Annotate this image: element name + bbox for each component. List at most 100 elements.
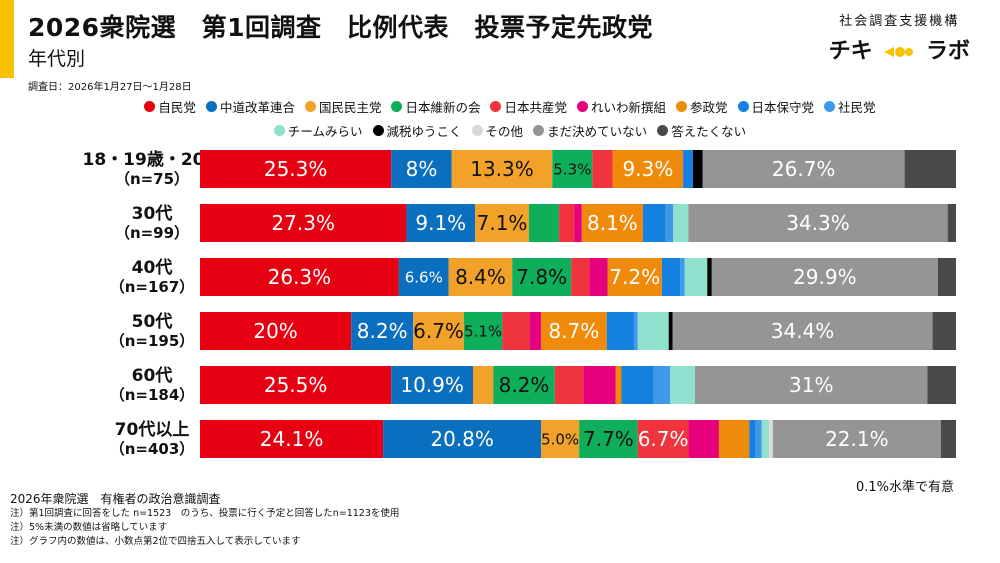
bar-segment xyxy=(529,312,541,350)
bar-segment xyxy=(633,312,638,350)
bar-segment xyxy=(589,258,608,296)
note-line: 注）第1回調査に回答をした n=1523 のうち、投票に行く予定と回答したn=1… xyxy=(10,508,400,519)
bar-segment xyxy=(463,312,503,350)
bar-segment xyxy=(673,204,689,242)
data-label: 34.4% xyxy=(771,319,835,343)
bar-segment xyxy=(621,366,654,404)
legend-swatch xyxy=(676,101,688,112)
data-label: 5.0% xyxy=(541,430,579,448)
note-line: 注）グラフ内の数値は、小数点第2位で四捨五入して表示しています xyxy=(10,536,301,547)
legend-item: 社民党 xyxy=(824,97,876,116)
legend-swatch xyxy=(372,125,384,136)
bar-segment xyxy=(581,204,644,242)
logo-org-name: 社会調査支援機構 xyxy=(839,14,960,29)
data-label: 8.2% xyxy=(357,319,408,343)
legend-label: 参政党 xyxy=(690,100,728,115)
bar-segment xyxy=(695,366,928,404)
sample-size-label: （n=75） xyxy=(115,170,189,188)
bar-segment xyxy=(540,312,607,350)
data-label: 13.3% xyxy=(470,157,534,181)
legend-swatch xyxy=(577,101,588,112)
bar-segment xyxy=(200,312,352,350)
bar-segment xyxy=(672,312,933,350)
legend-item: チームみらい xyxy=(273,121,363,140)
legend-item: 減税ゆうこく xyxy=(372,121,462,140)
data-label: 26.3% xyxy=(268,265,332,289)
legend-item: 参政党 xyxy=(676,97,728,116)
bar-segment xyxy=(502,312,530,350)
bar-segment xyxy=(200,150,392,188)
sample-size-label: （n=99） xyxy=(115,224,189,242)
data-label: 8.2% xyxy=(499,373,550,397)
data-label: 9.3% xyxy=(623,157,674,181)
data-label: 31% xyxy=(789,373,833,397)
bar-segment xyxy=(665,204,674,242)
legend-row: 自民党 中道改革連合 国民民主党 日本維新の会 日本共産党 れいわ新撰組 参政党 日本保守党 社… xyxy=(60,97,960,116)
bar-segment xyxy=(932,312,956,350)
bar-segment xyxy=(761,420,770,458)
logo-right-text: ラボ xyxy=(925,39,970,64)
data-label: 20.8% xyxy=(430,427,494,451)
bar-segment xyxy=(612,150,684,188)
bar-segment xyxy=(643,204,666,242)
bar-segment xyxy=(552,150,593,188)
category-label: 18・19歳・20代 xyxy=(83,149,222,170)
legend-swatch xyxy=(490,101,502,112)
bar-segment xyxy=(937,258,956,296)
bar-segment xyxy=(383,420,542,458)
data-label: 7.2% xyxy=(609,265,660,289)
bar-segment xyxy=(451,150,553,188)
bar-segment xyxy=(413,312,464,350)
bar-segment xyxy=(541,420,580,458)
bar-segment xyxy=(391,150,452,188)
stacked-bar-chart: 18・19歳・20代（n=75） 25.3% 8% 13.3% 5.3% 9.3% 26.7… xyxy=(83,149,956,458)
bar-segment xyxy=(688,420,719,458)
data-label: 8.7% xyxy=(548,319,599,343)
data-label: 6.7% xyxy=(638,427,689,451)
data-label: 5.3% xyxy=(553,160,591,178)
category-label: 50代 xyxy=(132,311,173,332)
sample-size-label: （n=167） xyxy=(110,278,195,296)
legend-item: 日本維新の会 xyxy=(391,97,480,116)
legend-label: 国民民主党 xyxy=(318,100,382,115)
bar-segment xyxy=(755,420,762,458)
category-label: 40代 xyxy=(132,257,173,278)
logo-wordmark: チキ ラボ xyxy=(829,33,970,65)
bar-segment xyxy=(200,420,384,458)
logo-mark-icon xyxy=(884,47,914,57)
bar-segment xyxy=(606,312,634,350)
bar-segment xyxy=(692,150,703,188)
bar-segment xyxy=(683,150,693,188)
bar-segment xyxy=(688,204,948,242)
legend-swatch xyxy=(205,101,217,112)
legend-label: 社民党 xyxy=(838,100,876,115)
legend-item: 中道改革連合 xyxy=(205,97,295,116)
bar-segment xyxy=(391,366,473,404)
bar-segment xyxy=(668,312,673,350)
legend-swatch xyxy=(657,125,669,136)
data-label: 24.1% xyxy=(260,427,324,451)
legend-label: 減税ゆうこく xyxy=(386,124,462,139)
data-label: 26.7% xyxy=(772,157,836,181)
data-label: 27.3% xyxy=(271,211,335,235)
bar-segment xyxy=(473,366,494,404)
legend-label: 日本保守党 xyxy=(751,100,815,115)
footer-notes: 2026年衆院選 有権者の政治意識調査 注）第1回調査に回答をした n=1523… xyxy=(10,492,399,549)
data-label: 7.7% xyxy=(583,427,634,451)
legend-label: 日本維新の会 xyxy=(405,100,481,115)
bar-segment xyxy=(559,204,575,242)
bar-segment xyxy=(398,258,449,296)
category-label: 30代 xyxy=(132,203,173,224)
legend-item: れいわ新撰組 xyxy=(577,97,666,116)
organization-logo: 社会調査支援機構 チキ ラボ xyxy=(829,10,970,65)
bar-segment xyxy=(940,420,956,458)
bar-segment xyxy=(615,366,622,404)
data-label: 25.5% xyxy=(264,373,328,397)
sample-size-label: （n=195） xyxy=(110,332,195,350)
bar-segment xyxy=(351,312,414,350)
data-label: 9.1% xyxy=(415,211,466,235)
data-label: 6.7% xyxy=(413,319,464,343)
bar-segment xyxy=(947,204,956,242)
bar-segment xyxy=(200,366,392,404)
legend-label: 答えたくない xyxy=(671,124,747,139)
